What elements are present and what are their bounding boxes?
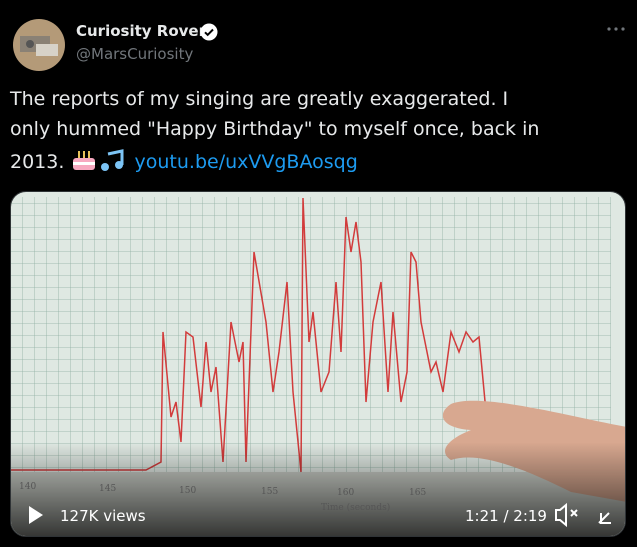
view-count: 127K views bbox=[60, 507, 146, 525]
play-button[interactable] bbox=[29, 506, 43, 524]
frame-axis-label: 140 bbox=[19, 482, 36, 492]
fullscreen-button[interactable] bbox=[598, 512, 611, 524]
video-time: 1:21 / 2:19 bbox=[465, 507, 547, 525]
frame-axis-label: 150 bbox=[179, 486, 196, 496]
tweet-line: 2013. youtu.be/uxVVgBAosqg bbox=[10, 148, 358, 173]
tweet-line: only hummed "Happy Birthday" to myself o… bbox=[10, 118, 540, 140]
frame-axis-label: 145 bbox=[99, 484, 116, 494]
more-button[interactable] bbox=[606, 24, 626, 34]
frame-axis-label: 165 bbox=[409, 488, 426, 498]
author-handle[interactable]: @MarsCuriosity bbox=[76, 45, 194, 63]
video-link[interactable]: youtu.be/uxVVgBAosqg bbox=[134, 151, 358, 173]
frame-axis-title: Time (seconds) bbox=[321, 502, 390, 513]
mute-button[interactable] bbox=[555, 502, 567, 528]
video-frame: 140 145 150 155 160 165 Time (seconds) bbox=[11, 192, 625, 536]
frame-axis-label: 160 bbox=[337, 488, 354, 498]
frame-axis-label: 155 bbox=[261, 487, 278, 497]
verified-badge bbox=[200, 23, 218, 41]
video-player[interactable]: 140 145 150 155 160 165 Time (seconds) 1… bbox=[10, 191, 626, 537]
avatar[interactable] bbox=[12, 18, 66, 72]
author-name[interactable]: Curiosity Rover bbox=[76, 22, 206, 40]
tweet-text: 2013. bbox=[10, 151, 65, 173]
emoji bbox=[73, 149, 124, 171]
tweet-line: The reports of my singing are greatly ex… bbox=[10, 88, 509, 110]
